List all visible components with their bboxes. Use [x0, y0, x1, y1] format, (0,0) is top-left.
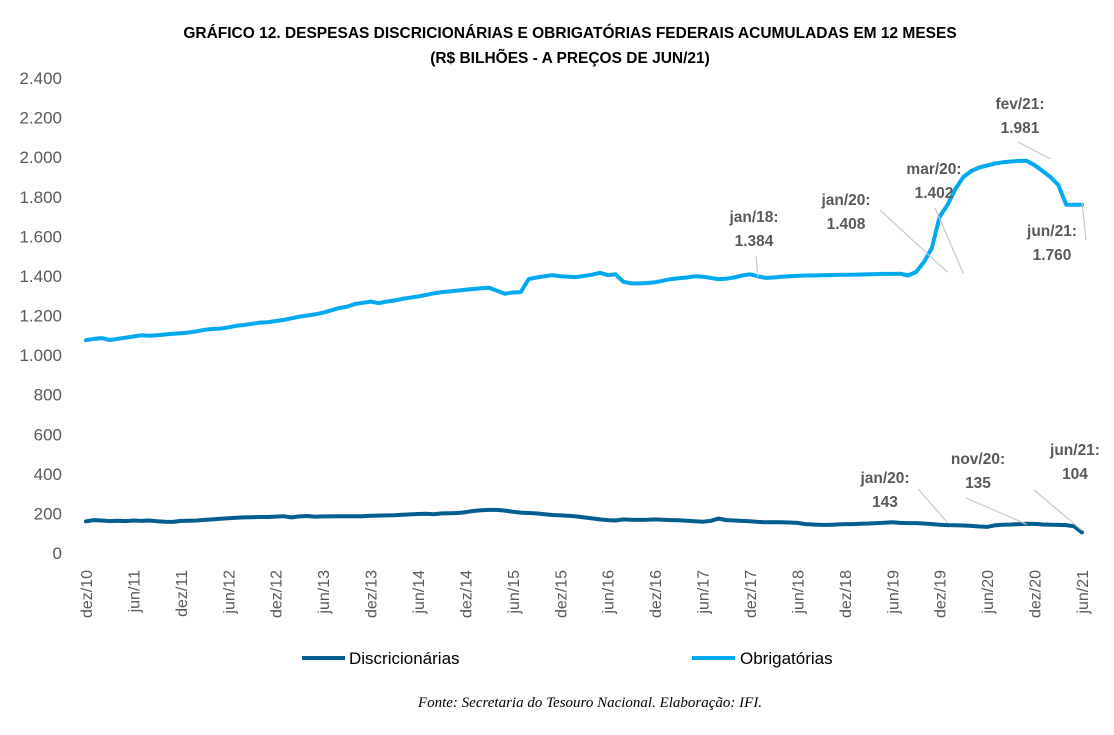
annotation-value: 1.384	[735, 233, 774, 250]
x-tick-label: dez/10	[79, 570, 96, 618]
y-tick-label: 200	[34, 504, 62, 523]
y-tick-label: 2.200	[19, 109, 62, 128]
y-axis: 0 200 400 600 800 1.000 1.200 1.400 1.600 1.800 2.…	[19, 69, 62, 563]
y-tick-label: 0	[53, 544, 62, 563]
y-tick-label: 1.400	[19, 267, 62, 286]
x-tick-label: dez/15	[553, 570, 570, 618]
plot-area	[84, 158, 1084, 535]
annotation-label: jan/18:	[728, 209, 778, 226]
annotation-label: jun/21:	[1049, 442, 1100, 459]
x-tick-label: jun/17	[696, 570, 713, 615]
legend-label-discricionarias: Discricionárias	[349, 649, 460, 668]
x-tick-label: jun/12	[221, 570, 238, 615]
annotation-value: 135	[965, 475, 991, 492]
y-tick-label: 2.400	[19, 69, 62, 88]
y-tick-label: 1.200	[19, 307, 62, 326]
x-tick-label: jun/20	[980, 570, 997, 615]
annotation-leader-line	[1017, 141, 1051, 160]
annotation-value: 1.760	[1033, 247, 1072, 264]
x-tick-label: dez/14	[458, 570, 475, 618]
annotation-label: nov/20:	[951, 451, 1005, 468]
chart-title: GRÁFICO 12. DESPESAS DISCRICIONÁRIAS E O…	[183, 24, 956, 42]
annotation-label: jan/20:	[859, 470, 909, 487]
x-tick-label: jun/16	[601, 570, 618, 615]
x-tick-label: dez/17	[743, 570, 760, 618]
annotation-leader-line	[755, 255, 759, 278]
series-line-obrigatorias	[84, 158, 1084, 343]
annotations: jan/18: 1.384 jan/20: 1.408 mar/20: 1.402 fev/…	[728, 96, 1100, 531]
y-tick-label: 800	[34, 386, 62, 405]
x-tick-label: jun/18	[790, 570, 807, 615]
y-tick-label: 400	[34, 465, 62, 484]
y-tick-label: 1.000	[19, 346, 62, 365]
x-tick-label: dez/16	[648, 570, 665, 618]
y-tick-label: 1.600	[19, 227, 62, 246]
annotation-value: 1.402	[915, 185, 954, 202]
y-tick-label: 1.800	[19, 188, 62, 207]
x-axis: dez/10 jun/11 dez/11 jun/12 dez/12 jun/13 dez/…	[79, 570, 1092, 618]
annotation-leader-line	[879, 209, 949, 273]
x-tick-label: jun/19	[885, 570, 902, 615]
annotation-leader-line	[917, 488, 949, 524]
x-tick-label: dez/18	[838, 570, 855, 618]
annotation-value: 104	[1062, 466, 1088, 483]
annotation-label: mar/20:	[906, 161, 961, 178]
y-tick-label: 600	[34, 425, 62, 444]
chart-subtitle: (R$ BILHÕES - A PREÇOS DE JUN/21)	[430, 49, 710, 67]
annotation-label: jan/20:	[820, 192, 870, 209]
series-line-discricionarias	[84, 507, 1084, 535]
annotation-label: jun/21:	[1026, 223, 1077, 240]
y-tick-label: 2.000	[19, 148, 62, 167]
x-tick-label: jun/13	[316, 570, 333, 615]
x-tick-label: jun/15	[506, 570, 523, 615]
annotation-value: 1.981	[1001, 120, 1040, 137]
annotation-leader-line	[1033, 489, 1083, 531]
x-tick-label: jun/11	[126, 570, 143, 614]
annotation-leader-line	[965, 497, 1027, 525]
x-tick-label: dez/20	[1028, 570, 1045, 618]
source-note: Fonte: Secretaria do Tesouro Nacional. E…	[417, 695, 762, 711]
annotation-leader-line	[1081, 202, 1087, 241]
x-tick-label: dez/13	[364, 570, 381, 618]
annotation-leader-line	[934, 207, 964, 274]
x-tick-label: jun/14	[411, 570, 428, 615]
legend-label-obrigatorias: Obrigatórias	[740, 649, 833, 668]
x-tick-label: dez/19	[933, 570, 950, 618]
x-tick-label: dez/12	[269, 570, 286, 618]
legend: Discricionárias Obrigatórias	[302, 649, 833, 668]
x-tick-label: jun/21	[1075, 570, 1092, 615]
annotation-label: fev/21:	[995, 96, 1044, 113]
annotation-value: 143	[872, 494, 898, 511]
annotation-value: 1.408	[827, 216, 866, 233]
x-tick-label: dez/11	[174, 570, 191, 617]
